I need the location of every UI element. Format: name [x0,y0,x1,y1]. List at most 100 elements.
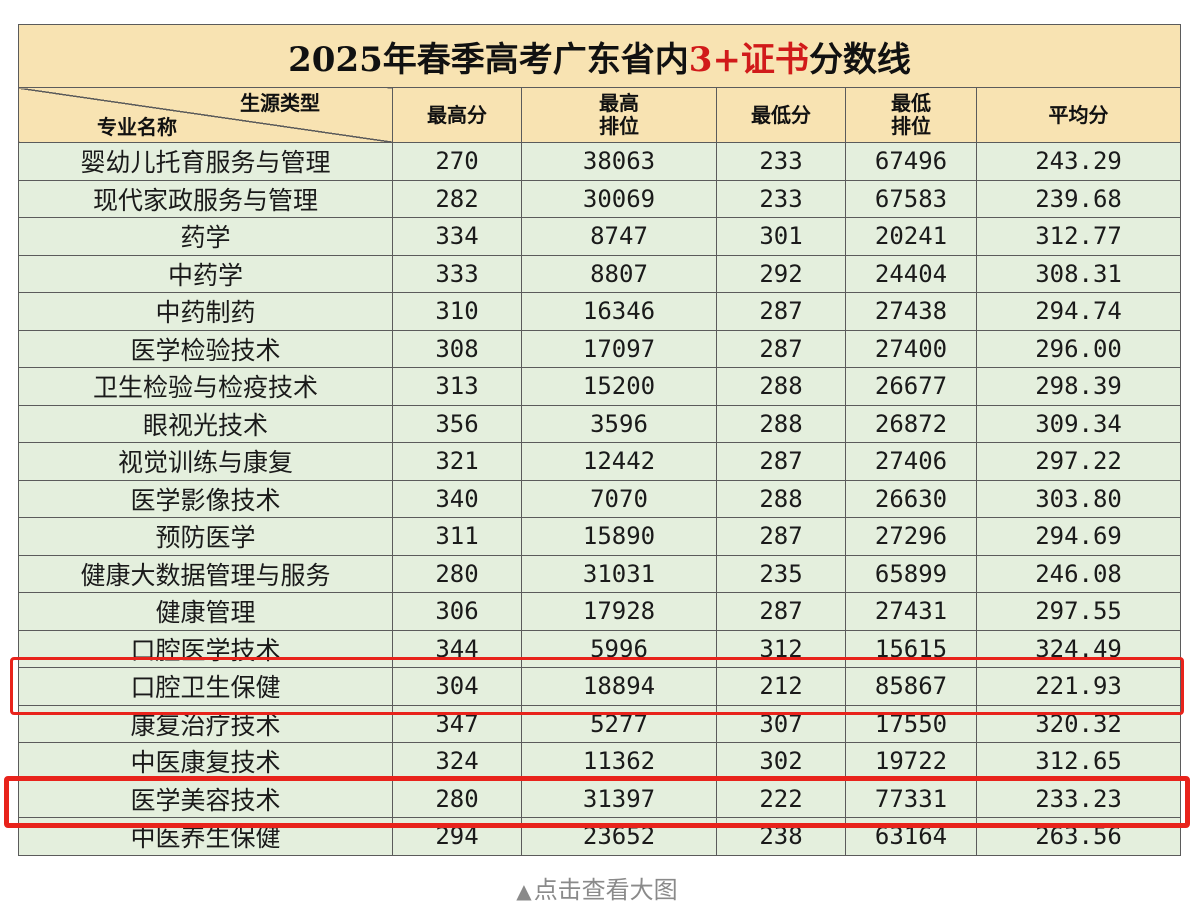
cell-avg-score: 312.65 [975,742,1182,781]
table-row: 眼视光技术 356 3596 288 26872 309.34 [18,404,1182,443]
cell-max-rank: 5996 [521,629,717,668]
triangle-up-icon: ▲ [516,879,532,903]
cell-major-name: 眼视光技术 [18,404,393,443]
cell-max-score: 308 [392,329,522,368]
cell-max-score: 282 [392,179,522,218]
cell-min-rank: 15615 [845,629,977,668]
title-suffix: 分数线 [808,39,911,80]
cell-min-score: 288 [716,404,846,443]
table-row: 中药学 333 8807 292 24404 308.31 [18,254,1182,293]
cell-min-rank: 85867 [845,667,977,706]
cell-major-name: 口腔卫生保健 [18,667,393,706]
cell-major-name: 中药学 [18,254,393,293]
cell-max-score: 334 [392,217,522,256]
cell-max-rank: 23652 [521,817,717,856]
cell-max-rank: 3596 [521,404,717,443]
cell-max-score: 270 [392,142,522,181]
cell-max-score: 280 [392,554,522,593]
cell-major-name: 卫生检验与检疫技术 [18,367,393,406]
cell-major-name: 中医康复技术 [18,742,393,781]
header-row: 生源类型 专业名称 最高分 最高 排位 最低分 最低 排位 平均分 [18,87,1182,143]
cell-max-score: 344 [392,629,522,668]
cell-min-rank: 26872 [845,404,977,443]
cell-major-name: 预防医学 [18,517,393,556]
cell-major-name: 婴幼儿托育服务与管理 [18,142,393,181]
cell-min-rank: 27406 [845,442,977,481]
cell-min-rank: 20241 [845,217,977,256]
cell-max-score: 294 [392,817,522,856]
cell-major-name: 健康大数据管理与服务 [18,554,393,593]
table-row: 现代家政服务与管理 282 30069 233 67583 239.68 [18,179,1182,218]
cell-max-score: 340 [392,479,522,518]
table-title: 2025年春季高考广东省内3+证书分数线 [17,24,1182,88]
table-row: 健康大数据管理与服务 280 31031 235 65899 246.08 [18,554,1182,593]
cell-avg-score: 243.29 [975,142,1182,181]
cell-max-rank: 16346 [521,292,717,331]
cell-max-score: 313 [392,367,522,406]
cell-min-rank: 17550 [845,704,977,743]
cell-min-score: 287 [716,517,846,556]
header-label-line: 排位 [599,114,639,138]
cell-avg-score: 308.31 [975,254,1182,293]
cell-max-rank: 17097 [521,329,717,368]
cell-major-name: 医学检验技术 [18,329,393,368]
table-row: 中医养生保健 294 23652 238 63164 263.56 [18,817,1182,856]
cell-avg-score: 246.08 [975,554,1182,593]
table-row: 预防医学 311 15890 287 27296 294.69 [18,517,1182,556]
table-row: 中医康复技术 324 11362 302 19722 312.65 [18,742,1182,781]
view-large-image-caption[interactable]: ▲点击查看大图 [0,870,1194,905]
cell-major-name: 视觉训练与康复 [18,442,393,481]
table-row: 卫生检验与检疫技术 313 15200 288 26677 298.39 [18,367,1182,406]
title-accent: 3+证书 [688,39,809,80]
cell-max-rank: 31397 [521,779,717,818]
cell-min-score: 307 [716,704,846,743]
cell-max-score: 310 [392,292,522,331]
header-min-score: 最低分 [716,87,846,143]
cell-min-score: 233 [716,179,846,218]
table-row: 视觉训练与康复 321 12442 287 27406 297.22 [18,442,1182,481]
cell-major-name: 药学 [18,217,393,256]
cell-max-rank: 15200 [521,367,717,406]
cell-min-score: 238 [716,817,846,856]
cell-max-score: 356 [392,404,522,443]
cell-major-name: 医学美容技术 [18,779,393,818]
cell-min-score: 312 [716,629,846,668]
cell-max-score: 333 [392,254,522,293]
cell-max-score: 347 [392,704,522,743]
cell-max-rank: 15890 [521,517,717,556]
table-row: 康复治疗技术 347 5277 307 17550 320.32 [18,704,1182,743]
cell-min-rank: 77331 [845,779,977,818]
table-row: 中药制药 310 16346 287 27438 294.74 [18,292,1182,331]
cell-avg-score: 320.32 [975,704,1182,743]
cell-min-score: 212 [716,667,846,706]
cell-min-rank: 24404 [845,254,977,293]
cell-min-score: 287 [716,442,846,481]
cell-avg-score: 297.22 [975,442,1182,481]
cell-avg-score: 303.80 [975,479,1182,518]
cell-max-rank: 17928 [521,592,717,631]
score-table: 2025年春季高考广东省内3+证书分数线 生源类型 专业名称 最高分 最高 排位 … [17,24,1182,856]
cell-min-score: 233 [716,142,846,181]
cell-major-name: 医学影像技术 [18,479,393,518]
cell-min-rank: 26677 [845,367,977,406]
cell-min-score: 287 [716,592,846,631]
cell-major-name: 中药制药 [18,292,393,331]
header-label-line: 最高 [599,91,639,115]
header-label-line: 最低分 [751,102,811,127]
cell-max-score: 306 [392,592,522,631]
cell-max-score: 324 [392,742,522,781]
cell-min-score: 288 [716,367,846,406]
table-row: 口腔医学技术 344 5996 312 15615 324.49 [18,629,1182,668]
cell-min-rank: 27400 [845,329,977,368]
header-label-line: 最低 [891,91,931,115]
header-label-line: 平均分 [1048,102,1109,127]
header-min-rank: 最低 排位 [845,87,977,143]
header-avg-score: 平均分 [975,87,1182,143]
cell-max-rank: 8747 [521,217,717,256]
table-row: 医学影像技术 340 7070 288 26630 303.80 [18,479,1182,518]
cell-min-score: 288 [716,479,846,518]
cell-avg-score: 294.74 [975,292,1182,331]
caption-text: 点击查看大图 [533,876,678,904]
cell-max-rank: 38063 [521,142,717,181]
table-row: 口腔卫生保健 304 18894 212 85867 221.93 [18,667,1182,706]
